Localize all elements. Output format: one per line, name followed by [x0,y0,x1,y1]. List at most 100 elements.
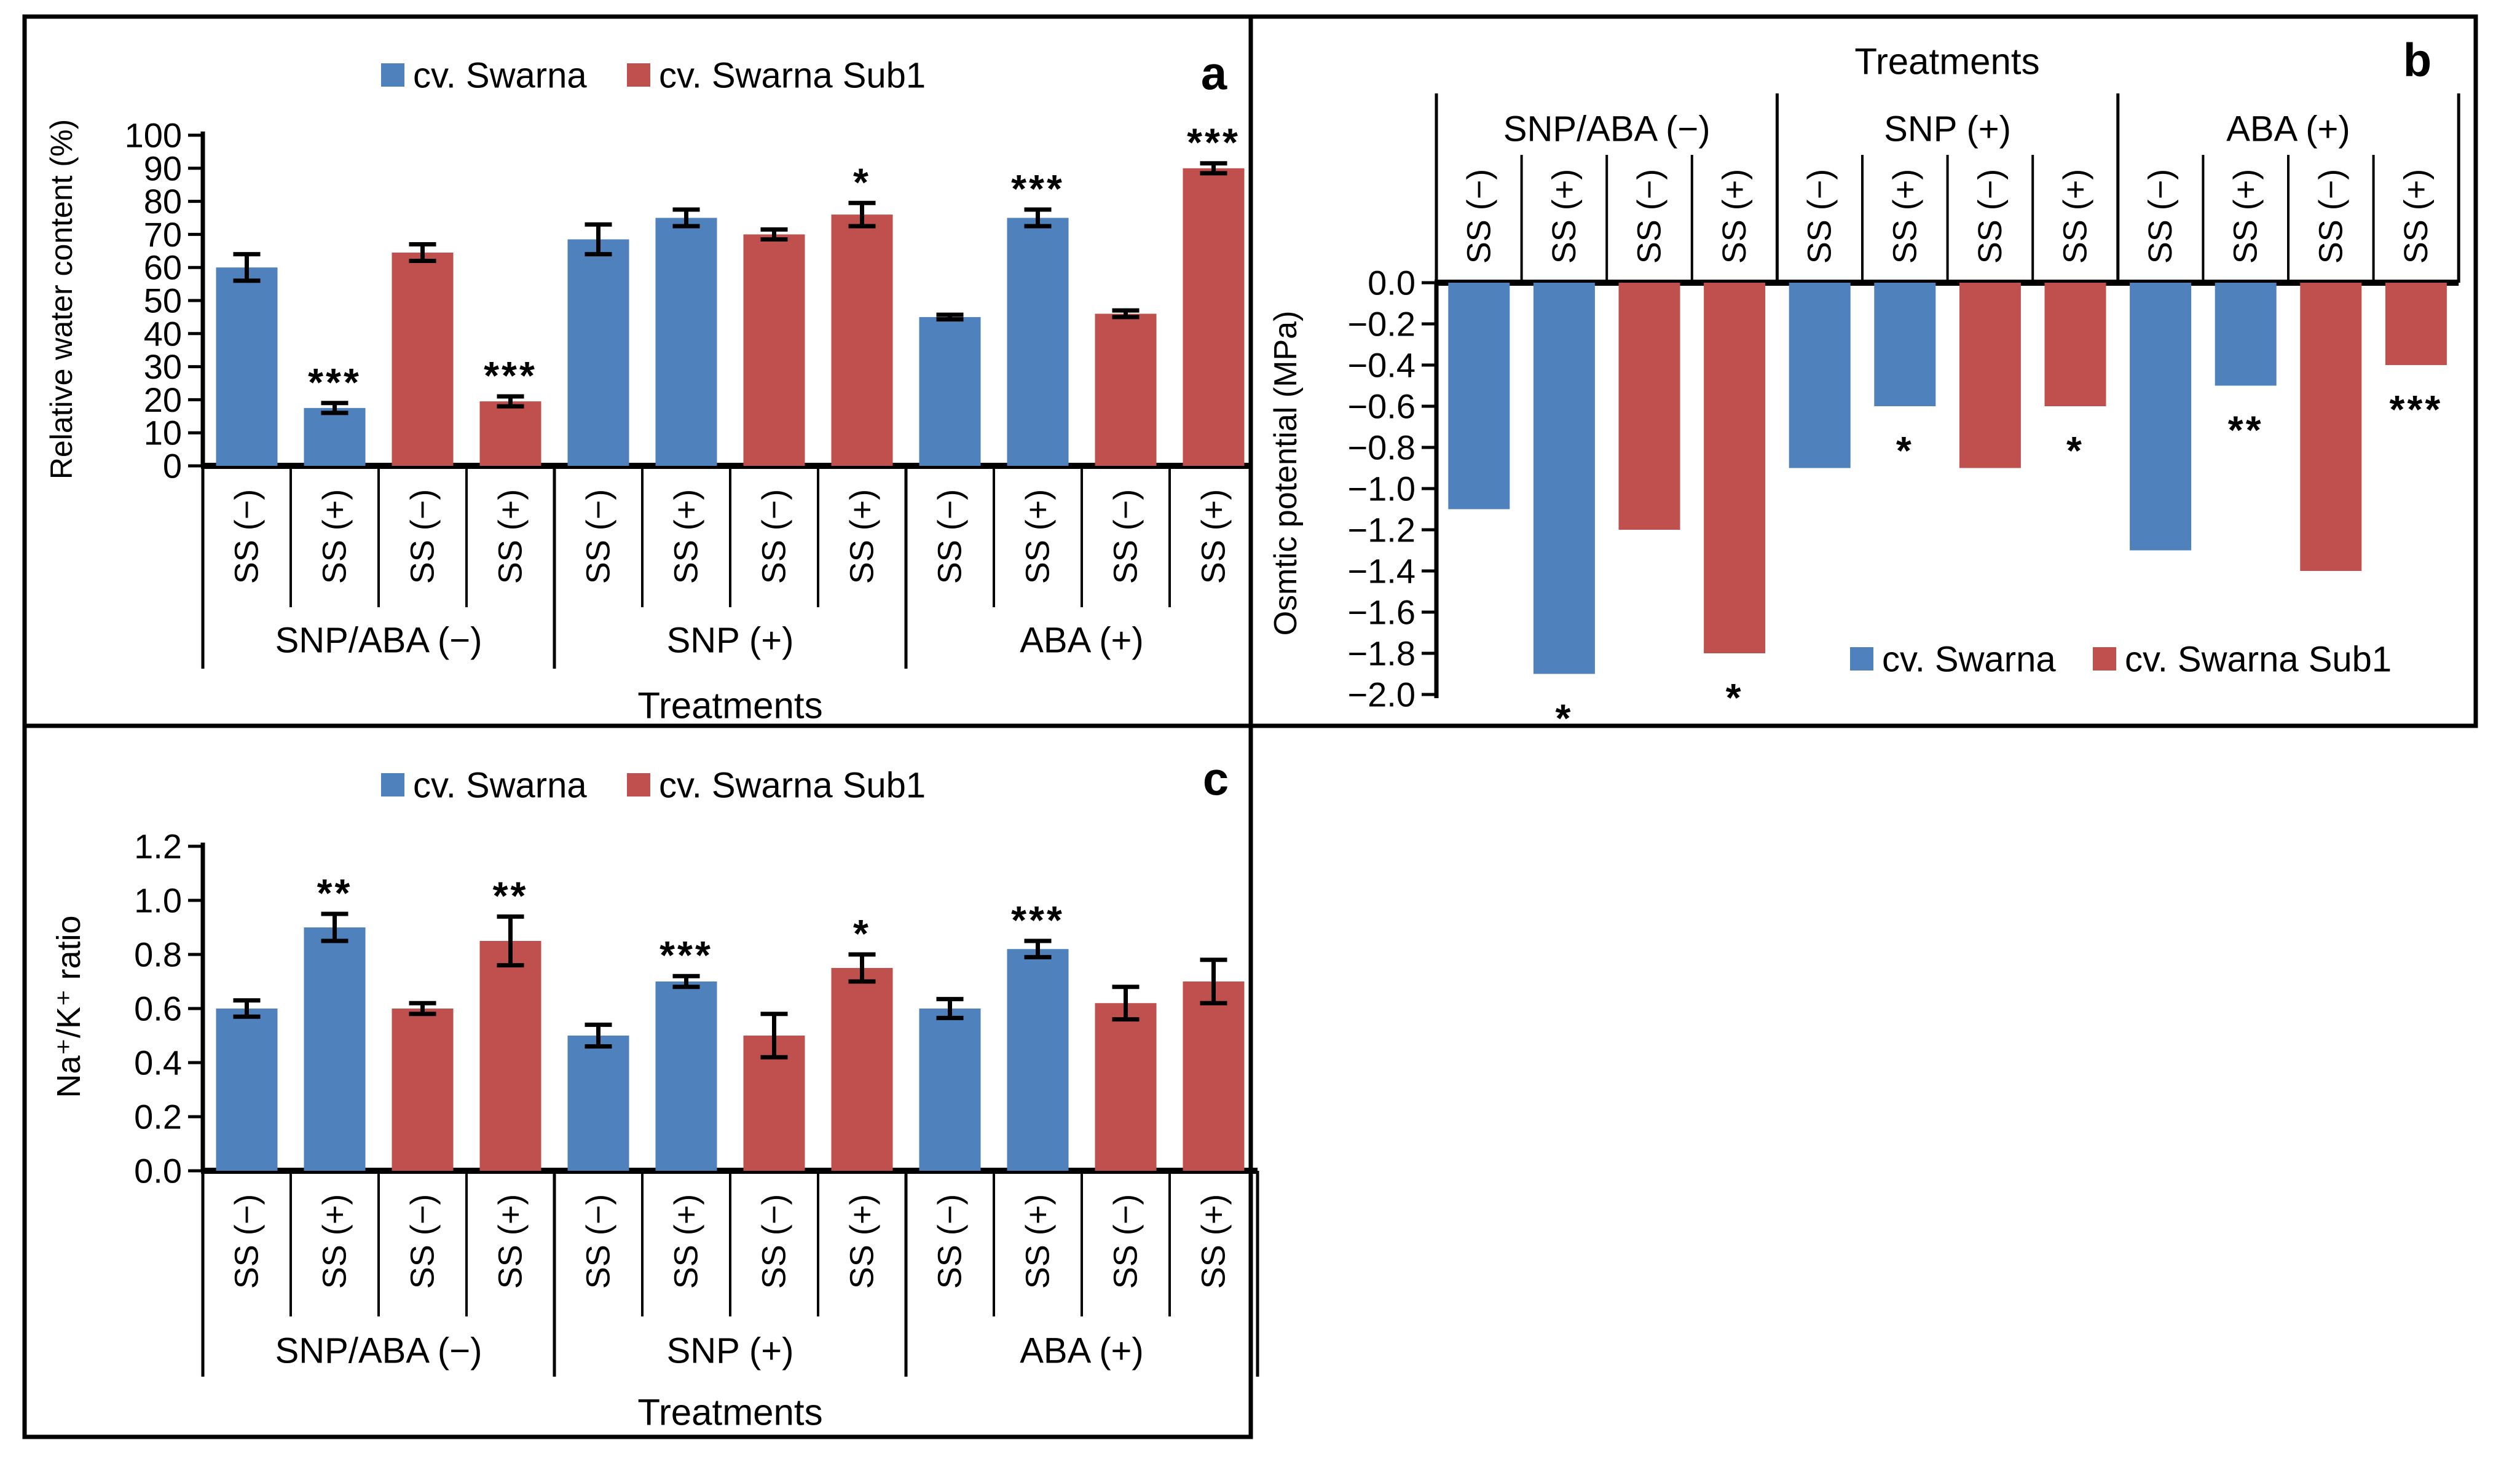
y-tick-label: 40 [144,314,182,353]
x-axis-title: Treatments [637,1392,822,1433]
significance-stars: *** [1011,167,1065,211]
group-label: ABA (+) [1020,621,1143,661]
condition-label: SS (+) [317,489,353,584]
y-tick-label: −0.4 [1347,346,1416,385]
condition-label: SS (+) [1546,169,1583,264]
legend-swatch-sub1 [627,773,650,796]
bar-b-5 [1789,283,1851,468]
significance-stars: * [2066,428,2084,473]
panel-b: 0.0−0.2−0.4−0.6−0.8−1.0−1.2−1.4−1.6−1.8−… [1248,14,2478,741]
y-tick-label: 0.6 [134,989,182,1028]
top-axis-title: Treatments [1854,41,2039,82]
y-tick-label: 100 [125,116,182,155]
bar-a-3 [392,252,454,466]
condition-label: SS (+) [492,1194,529,1289]
condition-label: SS (−) [1108,1194,1144,1289]
y-tick-label: 30 [144,347,182,386]
y-tick-label: 0.8 [134,935,182,974]
significance-stars: *** [308,360,361,404]
condition-label: SS (+) [1020,489,1057,584]
condition-label: SS (−) [756,489,793,584]
y-tick-label: 10 [144,414,182,452]
y-tick-label: 80 [144,182,182,221]
y-tick-label: 0.0 [134,1152,182,1190]
bar-c-2 [304,927,366,1171]
significance-stars: * [853,911,871,956]
significance-stars: *** [660,933,713,977]
condition-label: SS (−) [1108,489,1144,584]
bar-a-6 [655,218,717,466]
significance-stars: *** [484,353,537,398]
significance-stars: *** [1187,120,1240,165]
bar-a-4 [479,401,541,466]
panel-letter-c: c [1203,753,1229,806]
y-axis-title: Osmtic potential (MPa) [1268,311,1304,636]
group-label: SNP (+) [667,1331,794,1371]
bar-b-9 [2130,283,2192,551]
condition-label: SS (−) [2312,169,2349,264]
condition-label: SS (+) [844,1194,881,1289]
condition-label: SS (+) [844,489,881,584]
panel-letter-b: b [2403,34,2431,87]
significance-stars: ** [493,873,529,918]
group-label: SNP/ABA (−) [275,1331,482,1371]
bar-a-7 [743,234,805,466]
bar-b-1 [1448,283,1510,509]
condition-label: SS (+) [2398,169,2435,264]
condition-label: SS (−) [932,1194,969,1289]
condition-label: SS (−) [2142,169,2179,264]
legend-swatch-swarna [1850,647,1873,671]
y-tick-label: 20 [144,380,182,419]
legend-label: cv. Swarna Sub1 [659,766,926,806]
bar-a-12 [1183,168,1245,466]
condition-label: SS (−) [756,1194,793,1289]
significance-stars: *** [1011,898,1065,942]
condition-label: SS (+) [492,489,529,584]
bar-c-10 [1007,949,1069,1171]
y-tick-label: 90 [144,149,182,187]
bar-a-8 [831,214,893,466]
group-label: ABA (+) [1020,1331,1143,1371]
bar-b-12 [2385,283,2447,365]
condition-label: SS (−) [580,489,617,584]
bar-b-8 [2044,283,2106,406]
significance-stars: * [1726,675,1744,720]
group-label: SNP (+) [667,621,794,661]
bar-a-2 [304,407,366,466]
significance-stars: * [853,160,871,204]
bar-c-6 [655,981,717,1171]
bar-a-10 [1007,218,1069,466]
legend-label: cv. Swarna [413,766,587,806]
bar-c-5 [567,1036,629,1171]
condition-label: SS (+) [2057,169,2094,264]
significance-stars: * [1555,696,1573,741]
legend-swatch-sub1 [627,63,650,87]
bar-c-9 [919,1009,981,1171]
bar-a-9 [919,317,981,466]
group-label: SNP/ABA (−) [275,621,482,661]
bar-a-5 [567,239,629,466]
y-tick-label: 1.2 [134,827,182,866]
panel-c: 1.21.00.80.60.40.20.0** ***** * ***SS (−) SS… [22,723,1259,1439]
condition-label: SS (+) [1195,1194,1232,1289]
significance-stars: * [1896,428,1914,473]
y-tick-label: −2.0 [1347,675,1416,714]
y-tick-label: 60 [144,248,182,287]
y-axis-title: Relative water content (%) [44,119,79,479]
y-tick-label: 0.0 [1368,264,1416,302]
bar-a-1 [216,267,278,466]
legend-label: cv. Swarna [413,56,587,96]
bar-b-2 [1533,283,1595,674]
group-label: SNP/ABA (−) [1503,109,1711,149]
condition-label: SS (−) [580,1194,617,1289]
condition-label: SS (+) [1886,169,1923,264]
bar-c-3 [392,1009,454,1171]
condition-label: SS (+) [1020,1194,1057,1289]
y-tick-label: −1.4 [1347,552,1416,591]
bar-a-11 [1095,313,1157,466]
y-axis-title: Na⁺/K⁺ ratio [50,915,87,1098]
bar-c-8 [831,968,893,1171]
condition-label: SS (+) [2227,169,2264,264]
y-tick-label: 1.0 [134,881,182,920]
